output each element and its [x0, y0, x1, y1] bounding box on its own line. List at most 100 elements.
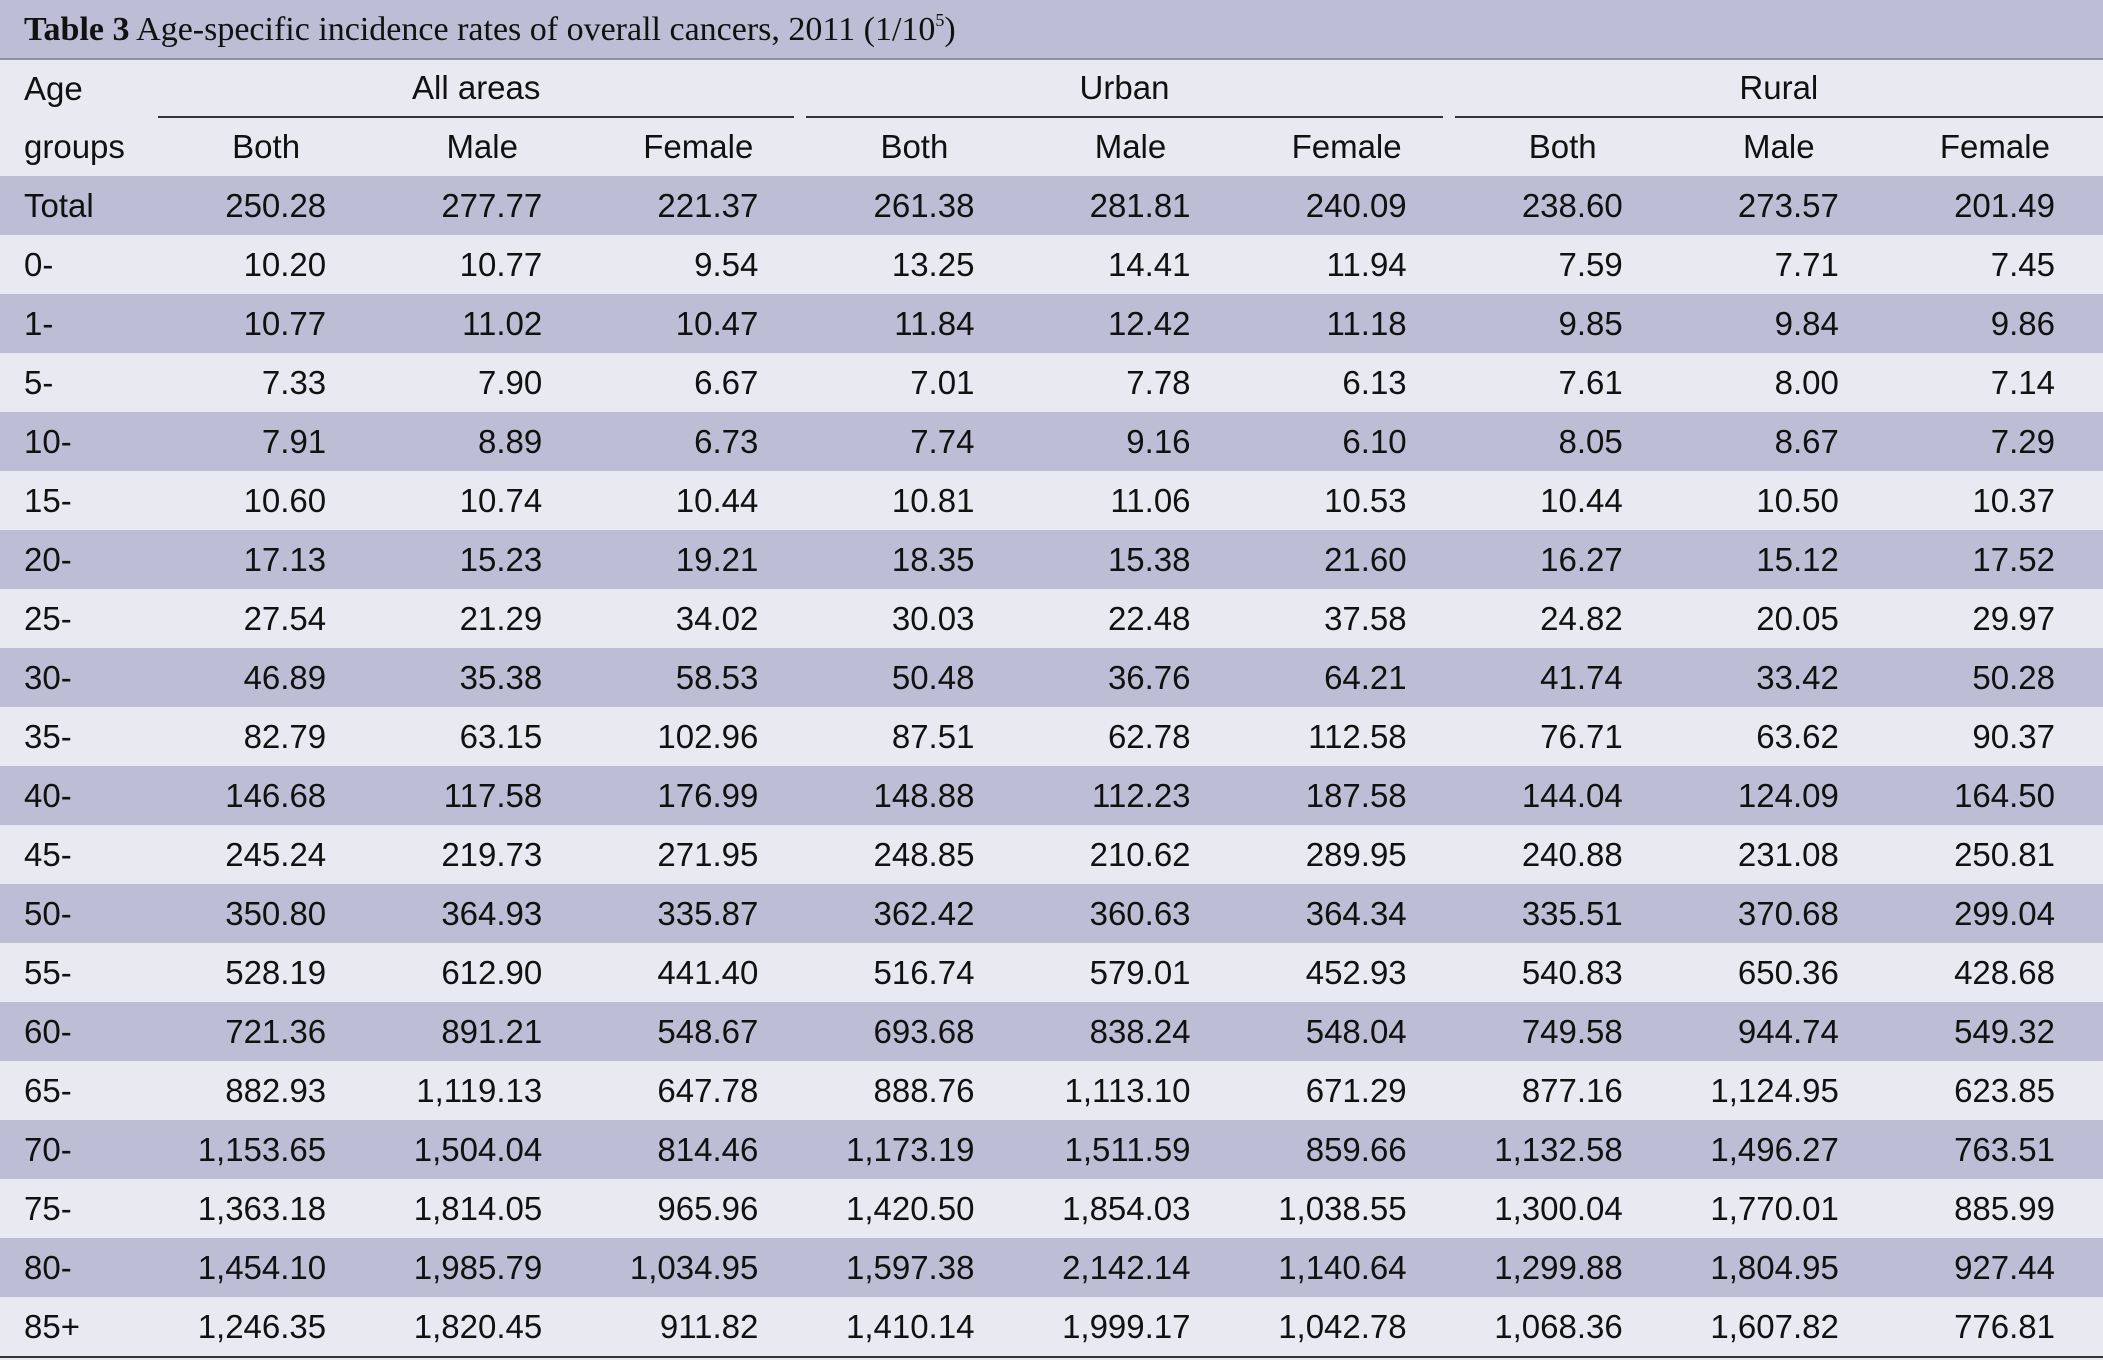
rate-cell: 1,820.45: [413, 1307, 543, 1345]
caption-text: Age-specific incidence rates of overall …: [136, 11, 936, 48]
rate-cell: 579.01: [1089, 953, 1191, 991]
rate-cell: 1,038.55: [1278, 1189, 1407, 1227]
rate-cell: 350.80: [225, 894, 327, 932]
sub-header-row: groups Both Male Female Both Male Female…: [0, 118, 2103, 176]
rate-cell: 7.33: [261, 363, 327, 401]
age-group-cell: 40-: [24, 776, 72, 814]
rate-cell: 1,068.36: [1494, 1307, 1623, 1345]
sub-header-female: Female: [1939, 128, 2050, 165]
age-group-cell: 60-: [24, 1012, 72, 1050]
rate-cell: 20.05: [1756, 599, 1839, 637]
group-header-urban: Urban: [806, 60, 1454, 118]
rate-cell: 10.53: [1324, 481, 1407, 519]
age-group-cell: Total: [24, 186, 94, 224]
age-group-cell: 20-: [24, 540, 72, 578]
rate-cell: 11.06: [1110, 481, 1191, 519]
rate-cell: 1,420.50: [845, 1189, 975, 1227]
rate-cell: 210.62: [1089, 835, 1191, 873]
rate-cell: 201.49: [1954, 186, 2055, 224]
rate-cell: 164.50: [1954, 776, 2055, 814]
rate-cell: 240.09: [1305, 186, 1407, 224]
rate-cell: 1,607.82: [1710, 1307, 1839, 1345]
rate-cell: 144.04: [1521, 776, 1623, 814]
rate-cell: 859.66: [1305, 1130, 1407, 1168]
rate-cell: 238.60: [1521, 186, 1623, 224]
rate-cell: 11.94: [1326, 245, 1407, 283]
rate-cell: 441.40: [657, 953, 759, 991]
rate-cell: 248.85: [873, 835, 975, 873]
rate-cell: 7.01: [910, 363, 975, 401]
rate-cell: 10.20: [243, 245, 327, 283]
rate-cell: 1,299.88: [1494, 1248, 1623, 1286]
rate-cell: 21.60: [1324, 540, 1407, 578]
rate-cell: 15.38: [1107, 540, 1191, 578]
sub-header-male: Male: [446, 128, 518, 165]
rate-cell: 30.03: [891, 599, 975, 637]
rate-cell: 7.59: [1558, 245, 1623, 283]
rate-cell: 10.60: [243, 481, 327, 519]
age-group-cell: 70-: [24, 1130, 72, 1168]
rate-cell: 1,804.95: [1710, 1248, 1839, 1286]
rate-cell: 1,814.05: [413, 1189, 543, 1227]
table-row: 85+ 1,246.35 1,820.45 911.82 1,410.14 1,999.1…: [0, 1297, 2103, 1356]
rate-cell: 10.47: [675, 304, 759, 342]
rate-cell: 176.99: [657, 776, 759, 814]
rate-cell: 1,504.04: [413, 1130, 543, 1168]
rate-cell: 10.50: [1756, 481, 1839, 519]
group-label-all-areas: All areas: [158, 60, 795, 118]
sub-header-female: Female: [1291, 128, 1402, 165]
rate-cell: 18.35: [891, 540, 975, 578]
rate-cell: 34.02: [675, 599, 759, 637]
table-row: 80- 1,454.10 1,985.79 1,034.95 1,597.38 2,142…: [0, 1238, 2103, 1297]
rate-cell: 1,153.65: [197, 1130, 327, 1168]
rate-cell: 16.27: [1540, 540, 1623, 578]
rate-cell: 360.63: [1089, 894, 1191, 932]
age-header-line2: groups: [24, 128, 125, 165]
rate-cell: 146.68: [225, 776, 327, 814]
incidence-table: Age All areas Urban Rural groups Both Ma…: [0, 60, 2103, 1356]
rate-cell: 24.82: [1540, 599, 1623, 637]
rate-cell: 240.88: [1521, 835, 1623, 873]
rate-cell: 6.10: [1342, 422, 1407, 460]
rate-cell: 6.73: [694, 422, 759, 460]
rate-cell: 7.91: [261, 422, 327, 460]
rate-cell: 7.45: [1990, 245, 2055, 283]
table-row: 55- 528.19 612.90 441.40 516.74 579.01 452.93 5…: [0, 943, 2103, 1002]
rate-cell: 1,985.79: [413, 1248, 543, 1286]
rate-cell: 888.76: [873, 1071, 975, 1109]
rate-cell: 7.71: [1774, 245, 1839, 283]
rate-cell: 117.58: [443, 776, 543, 814]
table-row: 1- 10.77 11.02 10.47 11.84 12.42 11.18 9.85 9.84…: [0, 294, 2103, 353]
table-row: 30- 46.89 35.38 58.53 50.48 36.76 64.21 41.74 33…: [0, 648, 2103, 707]
rate-cell: 87.51: [891, 717, 975, 755]
rate-cell: 1,042.78: [1278, 1307, 1407, 1345]
rate-cell: 221.37: [657, 186, 759, 224]
rate-cell: 76.71: [1540, 717, 1623, 755]
rate-cell: 37.58: [1324, 599, 1407, 637]
table-body: Total 250.28 277.77 221.37 261.38 281.81 240.0…: [0, 176, 2103, 1356]
rate-cell: 944.74: [1737, 1012, 1839, 1050]
rate-cell: 335.51: [1521, 894, 1623, 932]
rate-cell: 10.81: [891, 481, 975, 519]
caption-superscript: 5: [935, 10, 945, 30]
rate-cell: 1,770.01: [1710, 1189, 1839, 1227]
rate-cell: 9.54: [694, 245, 759, 283]
group-label-rural: Rural: [1454, 60, 2103, 118]
rate-cell: 17.52: [1972, 540, 2055, 578]
rate-cell: 1,854.03: [1062, 1189, 1191, 1227]
sub-header-both: Both: [1528, 128, 1597, 165]
rate-cell: 1,496.27: [1710, 1130, 1839, 1168]
rate-cell: 1,454.10: [197, 1248, 327, 1286]
age-group-cell: 15-: [24, 481, 72, 519]
rate-cell: 82.79: [243, 717, 327, 755]
rate-cell: 516.74: [873, 953, 975, 991]
rate-cell: 540.83: [1521, 953, 1623, 991]
rate-cell: 749.58: [1521, 1012, 1623, 1050]
age-group-cell: 50-: [24, 894, 72, 932]
rate-cell: 29.97: [1972, 599, 2055, 637]
table-row: 60- 721.36 891.21 548.67 693.68 838.24 548.04 7…: [0, 1002, 2103, 1061]
rate-cell: 721.36: [225, 1012, 327, 1050]
rate-cell: 776.81: [1954, 1307, 2055, 1345]
table-row: 40- 146.68 117.58 176.99 148.88 112.23 187.58 1…: [0, 766, 2103, 825]
rate-cell: 428.68: [1954, 953, 2055, 991]
